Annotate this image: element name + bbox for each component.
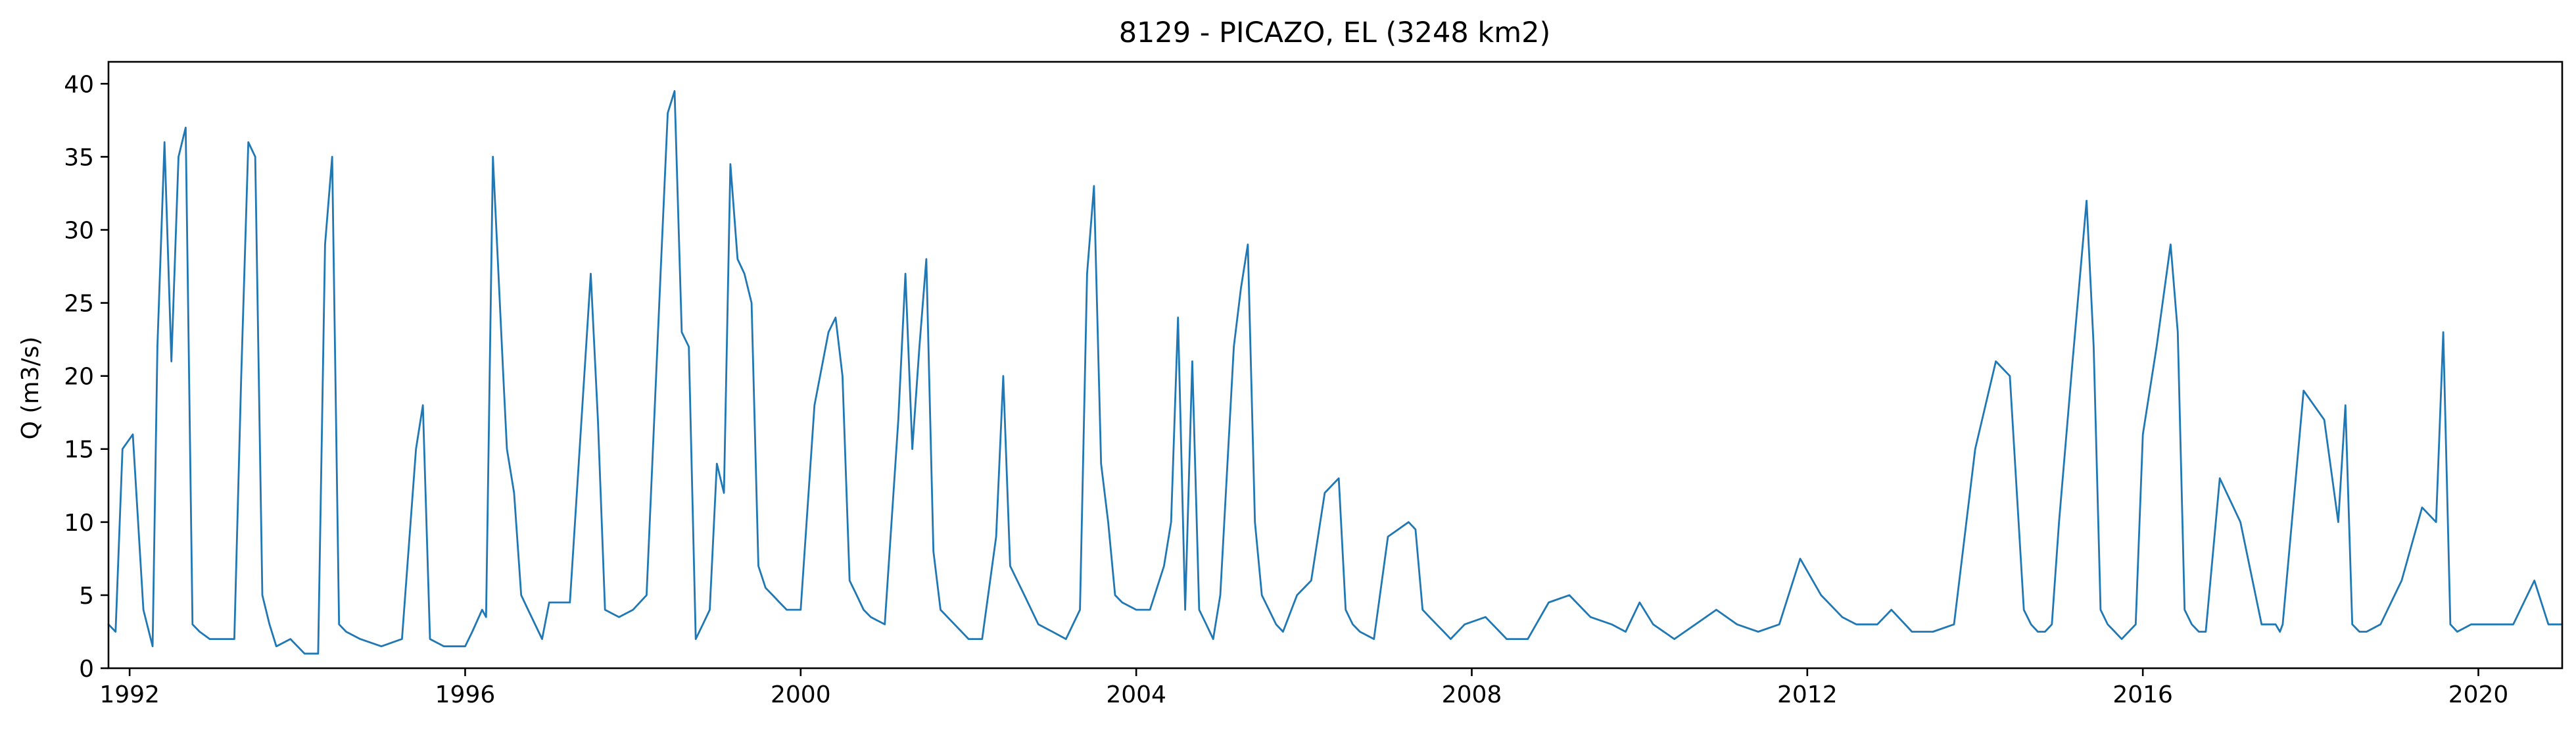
x-tick-label: 2000 — [771, 681, 831, 708]
x-tick-label: 2008 — [1442, 681, 1502, 708]
x-tick-label: 2012 — [1777, 681, 1838, 708]
x-tick-label: 1992 — [99, 681, 160, 708]
y-tick-label: 10 — [64, 510, 94, 537]
discharge-line — [107, 90, 2564, 655]
y-tick-label: 15 — [64, 437, 94, 464]
y-tick-label: 40 — [64, 71, 94, 98]
y-tick-label: 25 — [64, 291, 94, 318]
x-tick-label: 2020 — [2448, 681, 2509, 708]
y-tick-label: 0 — [79, 656, 94, 683]
plot-frame — [107, 61, 2564, 670]
y-tick-label: 30 — [64, 217, 94, 244]
y-axis-title: Q (m3/s) — [17, 337, 44, 440]
y-axis-ticks: 0 5 10 15 20 25 30 35 40 — [64, 71, 108, 683]
plot-area — [107, 90, 2564, 655]
y-tick-label: 5 — [79, 583, 94, 610]
x-tick-label: 2016 — [2112, 681, 2173, 708]
x-tick-label: 1996 — [435, 681, 496, 708]
x-tick-label: 2004 — [1106, 681, 1166, 708]
chart-title: 8129 - PICAZO, EL (3248 km2) — [1119, 16, 1551, 49]
x-axis-ticks: 1992 1996 2000 2004 2008 2012 2016 2020 — [99, 668, 2508, 708]
y-tick-label: 35 — [64, 144, 94, 171]
y-tick-label: 20 — [64, 364, 94, 391]
